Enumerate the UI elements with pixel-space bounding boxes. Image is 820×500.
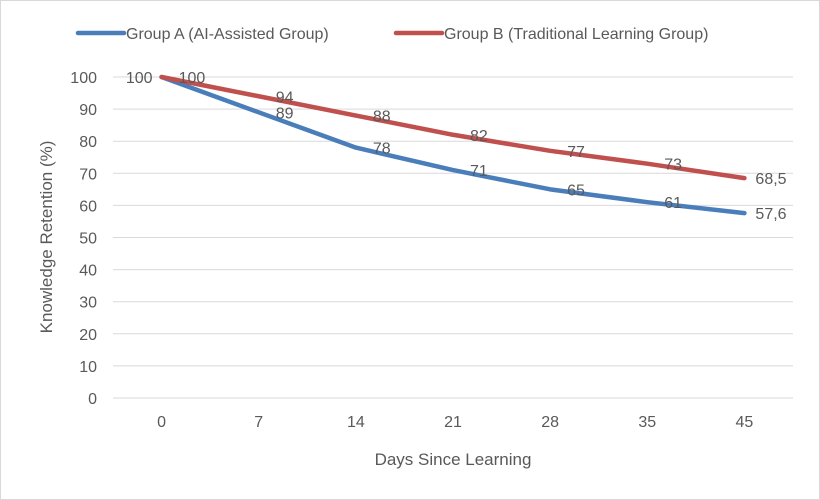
x-axis-title: Days Since Learning: [375, 450, 532, 469]
gridlines: [113, 76, 793, 399]
x-tick-label: 7: [254, 414, 263, 431]
y-tick-labels: 0 10 20 30 40 50 60 70 80 90 100: [70, 70, 97, 408]
data-label: 89: [276, 105, 294, 122]
data-label: 71: [470, 163, 488, 180]
y-tick-label: 100: [70, 70, 97, 87]
data-label: 57,6: [755, 206, 786, 223]
series-line-group-a: [159, 74, 747, 216]
data-label: 73: [664, 157, 682, 174]
x-tick-label: 45: [736, 414, 754, 431]
y-tick-label: 60: [79, 198, 97, 215]
data-label: 68,5: [755, 171, 786, 188]
x-tick-label: 21: [444, 414, 462, 431]
x-tick-label: 28: [541, 414, 559, 431]
data-label: 61: [664, 195, 682, 212]
y-tick-label: 0: [88, 391, 97, 408]
x-tick-label: 14: [347, 414, 365, 431]
x-tick-label: 0: [157, 414, 166, 431]
data-label: 100: [126, 70, 153, 87]
y-tick-label: 80: [79, 134, 97, 151]
y-tick-label: 20: [79, 327, 97, 344]
y-tick-label: 30: [79, 295, 97, 312]
x-tick-label: 35: [638, 414, 656, 431]
data-label: 100: [179, 70, 206, 87]
y-axis-title: Knowledge Retention (%): [37, 141, 56, 334]
data-label: 88: [373, 109, 391, 126]
data-labels: 100 89 78 71 65 61 57,6 100 94 88 82 77 73 68,5: [126, 70, 787, 223]
legend-label: Group A (AI-Assisted Group): [126, 26, 329, 43]
data-label: 78: [373, 141, 391, 158]
data-label: 65: [567, 182, 585, 199]
legend: Group A (AI-Assisted Group) Group B (Trad…: [75, 26, 708, 43]
y-tick-label: 90: [79, 102, 97, 119]
legend-label: Group B (Traditional Learning Group): [444, 26, 708, 43]
y-tick-label: 70: [79, 166, 97, 183]
data-label: 94: [276, 89, 294, 106]
series-lines: [159, 74, 747, 216]
data-label: 77: [567, 144, 585, 161]
y-tick-label: 40: [79, 263, 97, 280]
y-tick-label: 10: [79, 359, 97, 376]
series-line-group-b: [159, 74, 747, 181]
x-tick-labels: 0 7 14 21 28 35 45: [157, 414, 753, 431]
y-tick-label: 50: [79, 231, 97, 248]
data-label: 82: [470, 128, 488, 145]
